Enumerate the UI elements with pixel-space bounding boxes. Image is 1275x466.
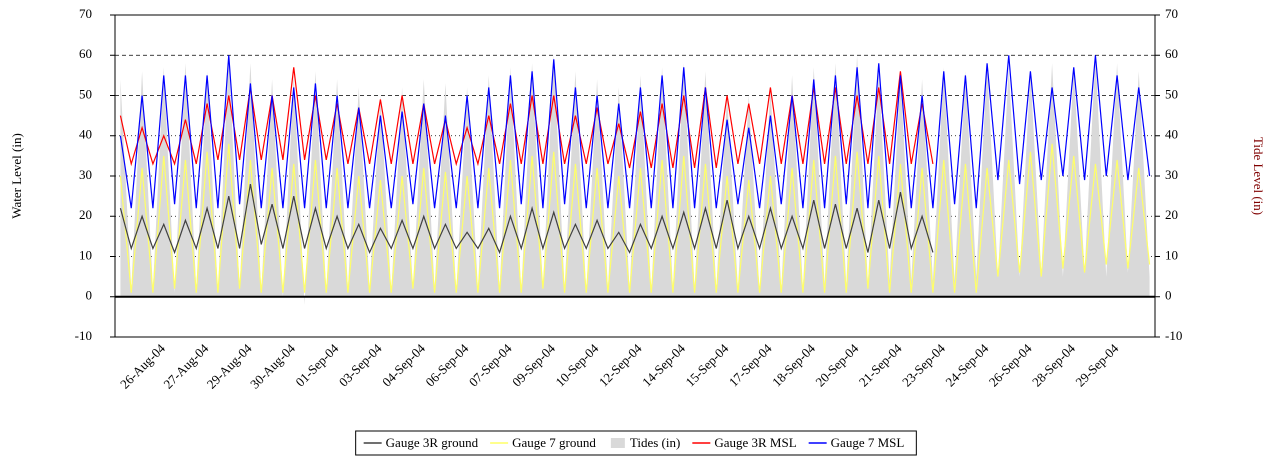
y-tick-label: 10 bbox=[79, 247, 92, 262]
series-line bbox=[119, 67, 934, 169]
x-tick-label: 04-Sep-04 bbox=[379, 340, 428, 389]
tide-area bbox=[120, 55, 1150, 305]
x-tick-label: 01-Sep-04 bbox=[292, 340, 341, 389]
x-tick-label: 09-Sep-04 bbox=[509, 340, 558, 389]
x-tick-label: 17-Sep-04 bbox=[726, 340, 775, 389]
plot-area bbox=[119, 55, 1151, 305]
x-tick-label: 20-Sep-04 bbox=[812, 340, 861, 389]
y-tick-label: 60 bbox=[79, 46, 92, 61]
x-tick-label: 21-Sep-04 bbox=[856, 340, 905, 389]
legend-label: Tides (in) bbox=[630, 435, 680, 450]
x-tick-label: 14-Sep-04 bbox=[639, 340, 688, 389]
series-line bbox=[119, 55, 1151, 209]
x-tick-label: 26-Aug-04 bbox=[117, 340, 168, 391]
x-tick-label: 27-Aug-04 bbox=[160, 340, 211, 391]
x-tick-label: 29-Sep-04 bbox=[1072, 340, 1121, 389]
y2-tick-label: 40 bbox=[1165, 127, 1178, 142]
y2-tick-label: 70 bbox=[1165, 6, 1178, 21]
x-tick-label: 03-Sep-04 bbox=[336, 340, 385, 389]
x-tick-label: 26-Sep-04 bbox=[986, 340, 1035, 389]
legend: Gauge 3R ground Gauge 7 ground Tides (in) G… bbox=[355, 430, 917, 456]
legend-label: Gauge 7 MSL bbox=[831, 435, 905, 450]
x-tick-label: 23-Sep-04 bbox=[899, 340, 948, 389]
x-tick-label: 07-Sep-04 bbox=[466, 340, 515, 389]
series-line bbox=[119, 143, 1151, 293]
y2-tick-label: 20 bbox=[1165, 207, 1178, 222]
y2-axis-title: Tide Level (in) bbox=[1251, 137, 1266, 215]
y2-tick-label: -10 bbox=[1165, 328, 1182, 343]
plot-border bbox=[114, 14, 1156, 338]
x-tick-label: 18-Sep-04 bbox=[769, 340, 818, 389]
series-line bbox=[119, 183, 934, 255]
x-tick-label: 12-Sep-04 bbox=[596, 340, 645, 389]
y-tick-label: -10 bbox=[75, 328, 92, 343]
legend-symbol bbox=[610, 438, 625, 448]
x-tick-label: 10-Sep-04 bbox=[552, 340, 601, 389]
x-tick-label: 06-Sep-04 bbox=[422, 340, 471, 389]
x-tick-label: 30-Aug-04 bbox=[247, 340, 298, 391]
y-tick-label: 0 bbox=[86, 288, 93, 303]
y-tick-label: 20 bbox=[79, 207, 92, 222]
legend-label: Gauge 3R ground bbox=[386, 435, 479, 450]
y2-tick-label: 0 bbox=[1165, 288, 1172, 303]
y-tick-label: 70 bbox=[79, 6, 92, 21]
y2-tick-label: 50 bbox=[1165, 86, 1178, 101]
legend-label: Gauge 3R MSL bbox=[714, 435, 796, 450]
y-tick-label: 50 bbox=[79, 86, 92, 101]
y-tick-label: 30 bbox=[79, 167, 92, 182]
y2-tick-label: 60 bbox=[1165, 46, 1178, 61]
y-axis-title: Water Level (in) bbox=[9, 133, 24, 219]
y2-tick-label: 10 bbox=[1165, 247, 1178, 262]
y2-tick-label: 30 bbox=[1165, 167, 1178, 182]
x-tick-label: 15-Sep-04 bbox=[682, 340, 731, 389]
legend-box bbox=[355, 430, 917, 456]
x-tick-label: 29-Aug-04 bbox=[204, 340, 255, 391]
x-tick-label: 28-Sep-04 bbox=[1029, 340, 1078, 389]
x-tick-label: 24-Sep-04 bbox=[942, 340, 991, 389]
y-tick-label: 40 bbox=[79, 127, 92, 142]
legend-label: Gauge 7 ground bbox=[512, 435, 596, 450]
